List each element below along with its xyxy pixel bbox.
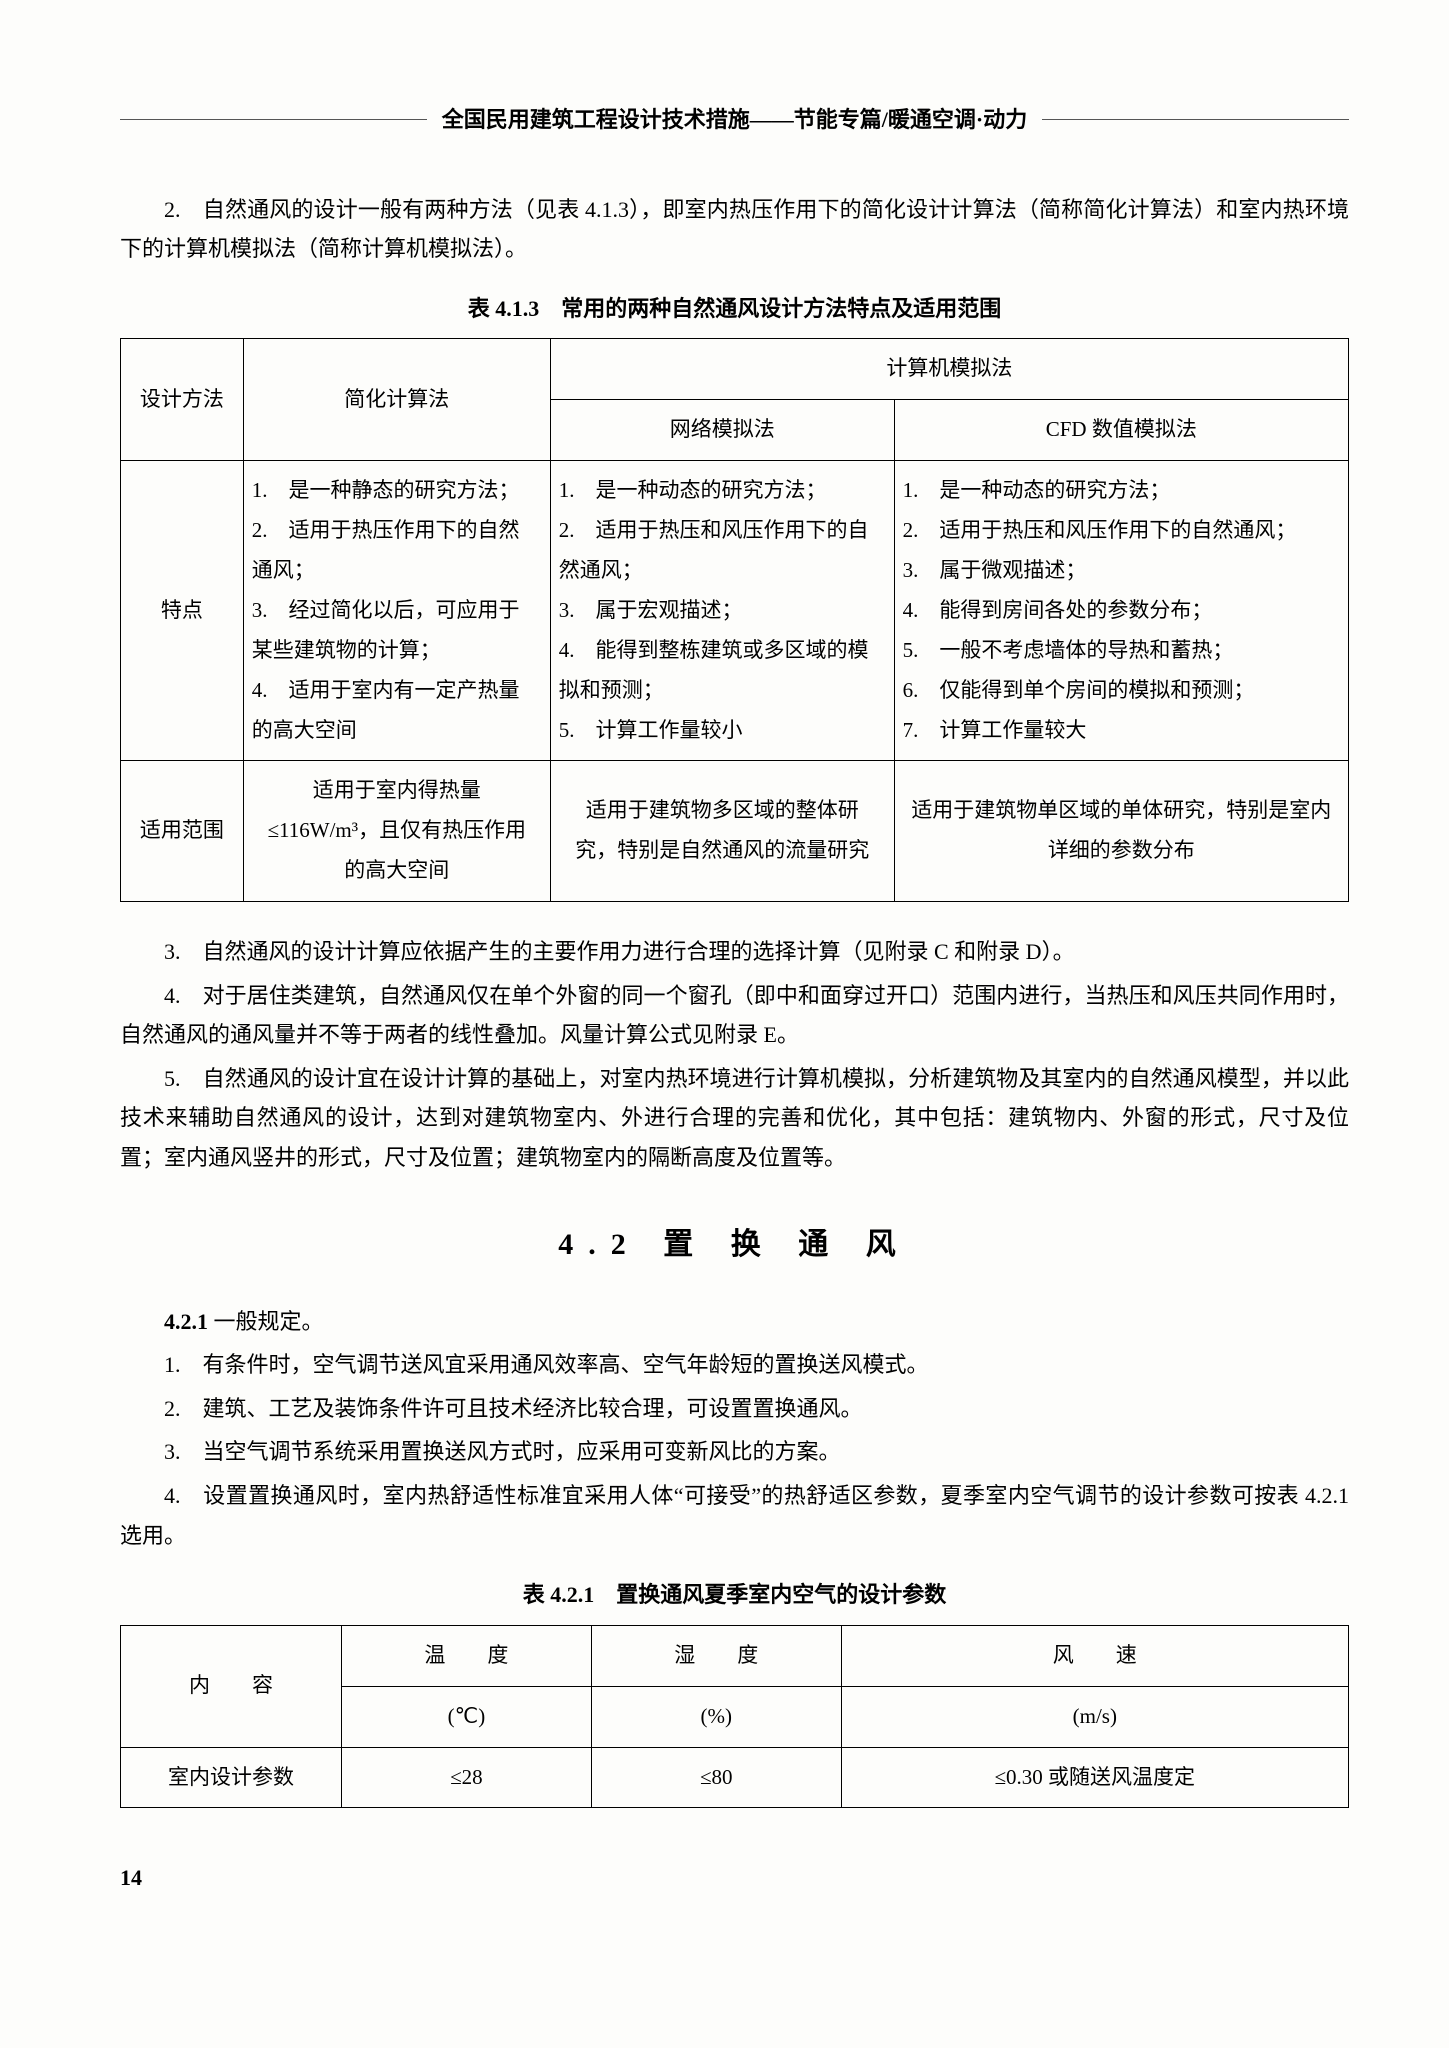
intro-para-2: 2. 自然通风的设计一般有两种方法（见表 4.1.3），即室内热压作用下的简化设…	[120, 190, 1349, 269]
after-para-5: 5. 自然通风的设计宜在设计计算的基础上，对室内热环境进行计算机模拟，分析建筑物…	[120, 1059, 1349, 1178]
after-para-3: 3. 自然通风的设计计算应依据产生的主要作用力进行合理的选择计算（见附录 C 和…	[120, 932, 1349, 972]
t1-scope-cfd: 适用于建筑物单区域的单体研究，特别是室内详细的参数分布	[894, 761, 1348, 902]
clause-421: 4.2.1 一般规定。	[120, 1302, 1349, 1342]
section-42-title: 4.2 置 换 通 风	[120, 1218, 1349, 1272]
t1-feature-simplified: 1. 是一种静态的研究方法；2. 适用于热压作用下的自然通风；3. 经过简化以后…	[243, 461, 550, 761]
t2-h-humid: 湿 度	[591, 1625, 841, 1686]
t1-feature-network: 1. 是一种动态的研究方法；2. 适用于热压和风压作用下的自然通风；3. 属于宏…	[550, 461, 894, 761]
t1-h-network: 网络模拟法	[550, 400, 894, 461]
t1-feature-cfd: 1. 是一种动态的研究方法；2. 适用于热压和风压作用下的自然通风；3. 属于微…	[894, 461, 1348, 761]
t1-feature-label: 特点	[121, 461, 244, 761]
t2-r-temp: ≤28	[342, 1747, 592, 1808]
t1-h-method: 设计方法	[121, 339, 244, 461]
clause-421-num: 4.2.1	[164, 1309, 208, 1334]
t1-scope-label: 适用范围	[121, 761, 244, 902]
header-title: 全国民用建筑工程设计技术措施——节能专篇/暖通空调·动力	[427, 100, 1042, 140]
t2-r-label: 室内设计参数	[121, 1747, 342, 1808]
clause-421-i4: 4. 设置置换通风时，室内热舒适性标准宜采用人体“可接受”的热舒适区参数，夏季室…	[120, 1476, 1349, 1555]
table-413: 设计方法 简化计算法 计算机模拟法 网络模拟法 CFD 数值模拟法 特点 1. …	[120, 338, 1349, 902]
clause-421-i3: 3. 当空气调节系统采用置换送风方式时，应采用可变新风比的方案。	[120, 1432, 1349, 1472]
page-header: 全国民用建筑工程设计技术措施——节能专篇/暖通空调·动力	[120, 100, 1349, 140]
t2-h-wind: 风 速	[841, 1625, 1348, 1686]
t1-h-cfd: CFD 数值模拟法	[894, 400, 1348, 461]
t2-u-temp: (℃)	[342, 1686, 592, 1747]
t1-h-sim-group: 计算机模拟法	[550, 339, 1348, 400]
t2-u-humid: (%)	[591, 1686, 841, 1747]
table-413-caption: 表 4.1.3 常用的两种自然通风设计方法特点及适用范围	[120, 289, 1349, 329]
table-421: 内 容 温 度 湿 度 风 速 (℃) (%) (m/s) 室内设计参数 ≤28…	[120, 1625, 1349, 1809]
clause-421-text: 一般规定。	[214, 1309, 324, 1334]
t2-h-temp: 温 度	[342, 1625, 592, 1686]
after-para-4: 4. 对于居住类建筑，自然通风仅在单个外窗的同一个窗孔（即中和面穿过开口）范围内…	[120, 976, 1349, 1055]
clause-421-i2: 2. 建筑、工艺及装饰条件许可且技术经济比较合理，可设置置换通风。	[120, 1389, 1349, 1429]
t2-r-wind: ≤0.30 或随送风温度定	[841, 1747, 1348, 1808]
clause-421-i1: 1. 有条件时，空气调节送风宜采用通风效率高、空气年龄短的置换送风模式。	[120, 1345, 1349, 1385]
page-number: 14	[120, 1858, 1349, 1898]
t2-r-humid: ≤80	[591, 1747, 841, 1808]
t2-u-wind: (m/s)	[841, 1686, 1348, 1747]
t1-h-simplified: 简化计算法	[243, 339, 550, 461]
t2-h-item: 内 容	[121, 1625, 342, 1747]
t1-scope-simplified: 适用于室内得热量≤116W/m³，且仅有热压作用的高大空间	[243, 761, 550, 902]
table-421-caption: 表 4.2.1 置换通风夏季室内空气的设计参数	[120, 1575, 1349, 1615]
t1-scope-network: 适用于建筑物多区域的整体研究，特别是自然通风的流量研究	[550, 761, 894, 902]
